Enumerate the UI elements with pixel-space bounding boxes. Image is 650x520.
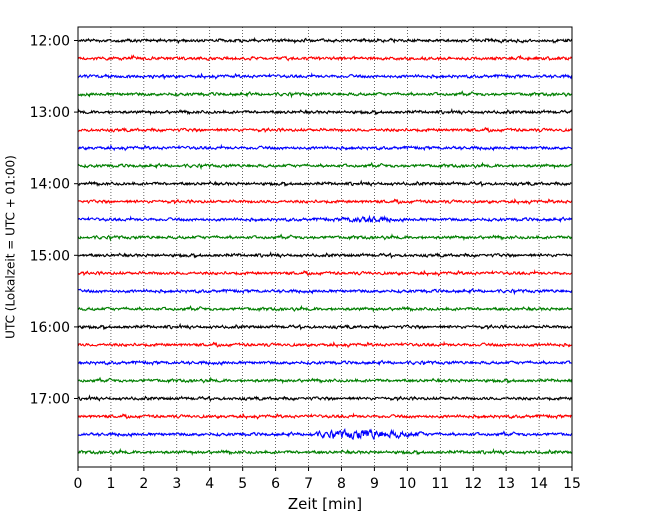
trace-line-1615 [77, 340, 573, 349]
trace-line-1345 [77, 161, 573, 171]
x-tick-label: 8 [337, 476, 346, 492]
y-tick-label: 12:00 [30, 34, 70, 50]
trace-line-1215 [77, 54, 573, 62]
trace-line-1315 [77, 126, 573, 134]
trace-line-1515 [77, 268, 573, 277]
y-tick-label: 15:00 [30, 248, 70, 264]
x-tick-label: 2 [139, 476, 148, 492]
trace-line-1500 [77, 251, 573, 259]
x-tick-label: 13 [497, 476, 515, 492]
trace-line-1200 [77, 36, 573, 45]
trace-line-1630 [77, 359, 573, 367]
x-tick-label: 15 [563, 476, 581, 492]
trace-line-1430 [77, 214, 573, 224]
x-axis-label: Zeit [min] [288, 495, 362, 513]
x-tick-label: 7 [304, 476, 313, 492]
y-tick-label: 17:00 [30, 392, 70, 408]
trace-line-1545 [77, 304, 573, 313]
trace-line-1245 [77, 90, 573, 99]
x-tick-label: 3 [172, 476, 181, 492]
trace-line-1445 [77, 233, 573, 242]
x-tick-label: 5 [238, 476, 247, 492]
y-axis-ticks: 12:00 13:00 14:00 15:00 16:00 17:00 [30, 34, 78, 408]
trace-group [77, 36, 573, 456]
trace-line-1600 [77, 322, 573, 331]
x-tick-label: 0 [74, 476, 83, 492]
x-tick-label: 6 [271, 476, 280, 492]
x-axis-ticks: 0 1 2 3 4 5 6 7 8 9 10 11 12 13 14 15 [74, 467, 581, 492]
trace-line-1400 [77, 179, 573, 188]
trace-line-1415 [77, 198, 572, 206]
x-tick-label: 1 [106, 476, 115, 492]
trace-line-1730 [77, 428, 573, 441]
trace-line-1230 [77, 72, 573, 81]
y-tick-label: 16:00 [30, 320, 70, 336]
trace-line-1745 [77, 447, 573, 456]
y-axis-label: UTC (Lokalzeit = UTC + 01:00) [4, 155, 18, 339]
x-tick-label: 11 [431, 476, 449, 492]
trace-line-1530 [77, 287, 573, 296]
x-tick-label: 4 [205, 476, 214, 492]
trace-line-1700 [77, 394, 573, 403]
y-tick-label: 13:00 [30, 105, 70, 121]
x-tick-label: 14 [530, 476, 548, 492]
trace-line-1330 [77, 143, 572, 152]
x-tick-label: 10 [398, 476, 416, 492]
trace-line-1300 [77, 107, 573, 116]
trace-line-1715 [77, 412, 573, 420]
trace-line-1645 [77, 376, 573, 385]
x-tick-label: 9 [370, 476, 379, 492]
x-tick-label: 12 [464, 476, 482, 492]
plot-frame [77, 26, 573, 468]
grid-lines [110, 27, 540, 467]
y-tick-label: 14:00 [30, 177, 70, 193]
